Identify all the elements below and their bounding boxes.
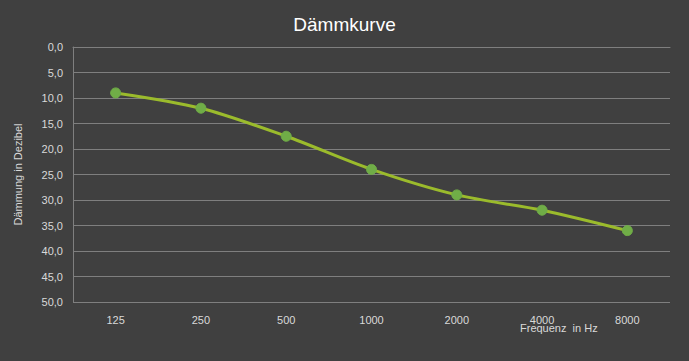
- svg-text:45,0: 45,0: [42, 271, 63, 283]
- svg-text:20,0: 20,0: [42, 143, 63, 155]
- svg-text:5,0: 5,0: [48, 67, 63, 79]
- svg-text:1000: 1000: [359, 314, 383, 326]
- svg-text:15,0: 15,0: [42, 118, 63, 130]
- svg-text:125: 125: [106, 314, 124, 326]
- svg-text:500: 500: [277, 314, 295, 326]
- svg-text:Dämmkurve: Dämmkurve: [293, 14, 395, 35]
- svg-text:4000: 4000: [530, 314, 554, 326]
- svg-text:25,0: 25,0: [42, 169, 63, 181]
- svg-text:30,0: 30,0: [42, 194, 63, 206]
- svg-text:2000: 2000: [445, 314, 469, 326]
- svg-text:250: 250: [192, 314, 210, 326]
- svg-text:40,0: 40,0: [42, 245, 63, 257]
- svg-text:35,0: 35,0: [42, 220, 63, 232]
- svg-text:8000: 8000: [615, 314, 639, 326]
- svg-text:50,0: 50,0: [42, 296, 63, 308]
- svg-text:Dämmung in Dezibel: Dämmung in Dezibel: [12, 123, 24, 225]
- svg-text:0,0: 0,0: [48, 41, 63, 53]
- svg-text:10,0: 10,0: [42, 92, 63, 104]
- svg-text:Frequenz in Hz: Frequenz in Hz: [520, 321, 598, 334]
